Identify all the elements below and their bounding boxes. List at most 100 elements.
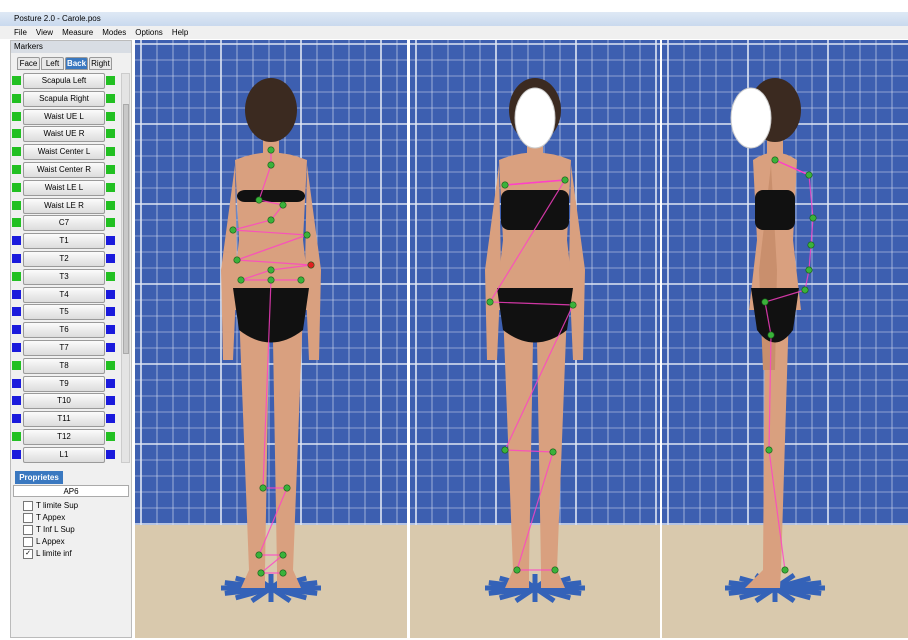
- floor-tape: [224, 580, 318, 596]
- landmark-dot: [229, 226, 237, 234]
- marker-button[interactable]: Waist Center L: [23, 144, 105, 161]
- checkbox[interactable]: [23, 536, 33, 547]
- marker-button[interactable]: Scapula Right: [23, 90, 105, 107]
- marker-indicator: [12, 76, 21, 85]
- marker-button[interactable]: T4: [23, 286, 105, 303]
- option-row: T Appex: [23, 512, 65, 523]
- marker-indicator: [106, 396, 115, 406]
- marker-indicator: [12, 218, 21, 228]
- marker-indicator: [106, 414, 115, 424]
- marker-button[interactable]: Waist LE L: [23, 179, 105, 196]
- title-bar: Posture 2.0 - Carole.pos: [0, 12, 908, 26]
- marker-row: Waist LE R: [11, 197, 119, 214]
- checkbox[interactable]: ✓: [23, 548, 33, 559]
- landmark-line: [764, 159, 814, 571]
- scroll-thumb[interactable]: [123, 104, 129, 354]
- marker-row: Waist LE L: [11, 179, 119, 196]
- marker-button[interactable]: Waist UE L: [23, 108, 105, 125]
- marker-button[interactable]: T3: [23, 268, 105, 285]
- marker-row: T4: [11, 286, 119, 303]
- bikini-top: [501, 190, 569, 230]
- menu-item[interactable]: View: [35, 28, 54, 37]
- face-mask: [514, 87, 556, 149]
- marker-button[interactable]: T6: [23, 322, 105, 339]
- marker-button[interactable]: L1: [23, 446, 105, 463]
- menu-item[interactable]: Help: [171, 28, 189, 37]
- landmark-dot: [297, 276, 305, 284]
- tab[interactable]: Right: [89, 57, 112, 70]
- marker-row: T2: [11, 251, 119, 267]
- landmark-dot: [801, 286, 809, 294]
- panel-title: Markers: [11, 41, 131, 53]
- landmark-dot: [561, 176, 569, 184]
- marker-indicator: [106, 432, 115, 441]
- marker-button[interactable]: Waist UE R: [23, 126, 105, 143]
- tab[interactable]: Left: [41, 57, 64, 70]
- option-row: ✓ L limite inf: [23, 548, 72, 559]
- marker-row: T11: [11, 411, 119, 428]
- marker-button[interactable]: Waist LE R: [23, 197, 105, 214]
- checkbox[interactable]: [23, 524, 33, 535]
- marker-indicator: [106, 147, 115, 157]
- marker-indicator: [12, 147, 21, 157]
- marker-indicator: [12, 307, 21, 317]
- marker-button[interactable]: T7: [23, 340, 105, 356]
- landmark-dot: [257, 569, 265, 577]
- landmark-dot: [303, 231, 311, 239]
- marker-indicator: [106, 236, 115, 246]
- marker-row: T6: [11, 322, 119, 339]
- marker-row: T10: [11, 393, 119, 410]
- marker-row: T12: [11, 429, 119, 445]
- marker-button[interactable]: T8: [23, 357, 105, 374]
- marker-row: L1: [11, 446, 119, 463]
- marker-indicator: [12, 93, 21, 103]
- marker-indicator: [106, 182, 115, 192]
- marker-button[interactable]: T10: [23, 393, 105, 410]
- landmark-dot: [283, 484, 291, 492]
- marker-indicator: [12, 165, 21, 174]
- marker-button[interactable]: T1: [23, 233, 105, 250]
- tab[interactable]: Back: [65, 57, 88, 70]
- marker-button[interactable]: Scapula Left: [23, 73, 105, 89]
- marker-row: T9: [11, 375, 119, 392]
- checkbox[interactable]: [23, 500, 33, 511]
- arm: [569, 165, 585, 360]
- menu-item[interactable]: File: [14, 28, 27, 37]
- face-mask: [730, 87, 772, 149]
- marker-row: Scapula Right: [11, 90, 119, 107]
- marker-button[interactable]: Waist Center R: [23, 162, 105, 178]
- marker-button[interactable]: T9: [23, 375, 105, 392]
- menu-item[interactable]: Modes: [102, 28, 127, 37]
- landmark-dot: [486, 298, 494, 306]
- marker-indicator: [106, 165, 115, 174]
- marker-button[interactable]: C7: [23, 215, 105, 232]
- marker-button[interactable]: T2: [23, 251, 105, 267]
- marker-button[interactable]: T5: [23, 304, 105, 321]
- landmark-dot: [267, 266, 275, 274]
- bikini-bottom: [233, 288, 309, 343]
- marker-indicator: [12, 271, 21, 281]
- marker-indicator: [12, 289, 21, 299]
- arm: [485, 165, 501, 360]
- bikini-top: [237, 190, 305, 202]
- marker-indicator: [12, 129, 21, 139]
- tab[interactable]: Face: [17, 57, 40, 70]
- scrollbar[interactable]: [121, 73, 130, 463]
- marker-button[interactable]: T11: [23, 411, 105, 428]
- properties-tab[interactable]: Proprietes: [15, 471, 63, 484]
- menu-bar: File View Measure Modes Options Help: [0, 26, 908, 39]
- menu-item[interactable]: Options: [135, 28, 163, 37]
- menu-item[interactable]: Measure: [62, 28, 94, 37]
- landmark-dot: [513, 566, 521, 574]
- leg: [239, 310, 269, 588]
- arm: [221, 165, 237, 360]
- leg: [503, 310, 533, 588]
- property-field[interactable]: AP6: [13, 485, 129, 497]
- option-row: T limite Sup: [23, 500, 78, 511]
- marker-indicator: [106, 325, 115, 335]
- checkbox[interactable]: [23, 512, 33, 523]
- bikini-top: [755, 190, 795, 230]
- torso: [495, 152, 575, 310]
- marker-button[interactable]: T12: [23, 429, 105, 445]
